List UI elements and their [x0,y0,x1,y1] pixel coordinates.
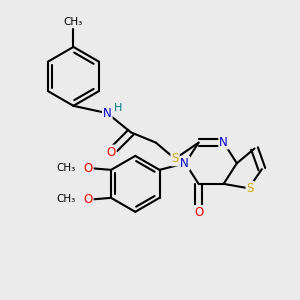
Text: N: N [180,157,189,170]
Text: S: S [246,182,254,195]
Text: CH₃: CH₃ [56,194,75,204]
Text: N: N [219,136,228,148]
Text: N: N [103,107,112,120]
Text: H: H [114,103,123,113]
Text: O: O [83,162,93,175]
Text: CH₃: CH₃ [64,17,83,27]
Text: O: O [83,193,93,206]
Text: CH₃: CH₃ [56,164,75,173]
Text: S: S [171,152,179,165]
Text: O: O [106,146,116,159]
Text: O: O [194,206,203,219]
